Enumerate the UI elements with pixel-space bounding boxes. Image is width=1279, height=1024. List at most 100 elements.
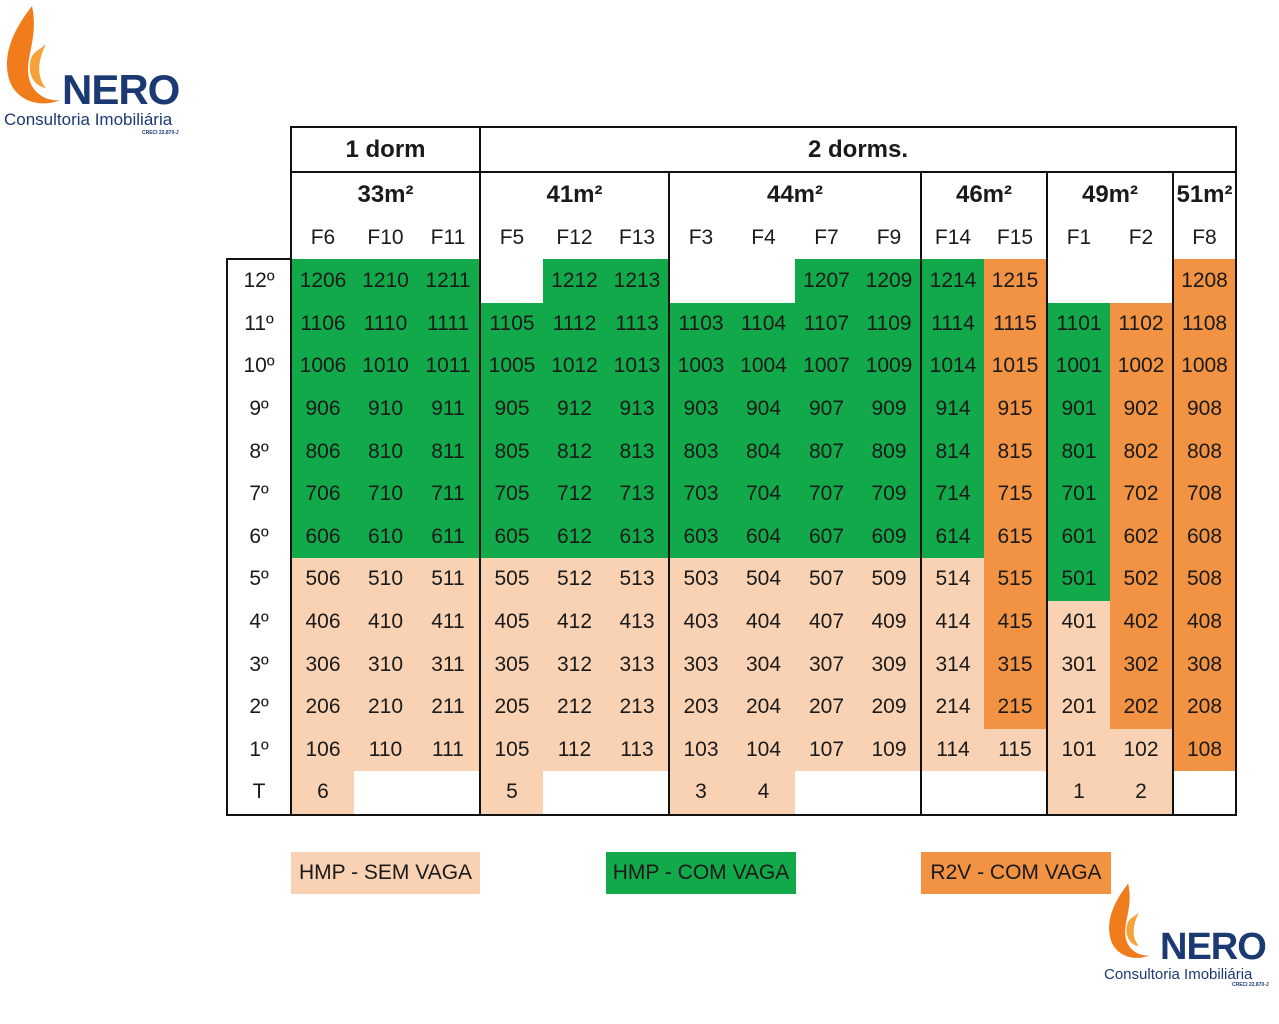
unit-cell: 415 — [984, 600, 1048, 644]
unit-cell: 1015 — [984, 345, 1048, 388]
unit-cell: 103 — [669, 728, 732, 772]
unit-cell: 1008 — [1173, 345, 1237, 388]
unit-cell: 1004 — [732, 345, 795, 388]
unit-cell: 1010 — [354, 345, 417, 388]
unit-cell: 310 — [354, 643, 417, 686]
type-header: 2 dorms. — [479, 126, 1237, 173]
unit-cell: 306 — [291, 643, 354, 686]
unit-cell: 703 — [669, 472, 732, 516]
unit-cell: 913 — [606, 387, 670, 431]
unit-cell: 701 — [1047, 472, 1110, 516]
column-header: F7 — [814, 225, 839, 249]
unit-cell: 503 — [669, 558, 732, 601]
unit-cell: 204 — [732, 685, 795, 729]
unit-cell: 813 — [606, 430, 670, 473]
unit-cell: 213 — [606, 685, 670, 729]
unit-cell: 107 — [795, 728, 858, 772]
unit-cell: 404 — [732, 600, 795, 644]
unit-cell: 409 — [858, 600, 922, 644]
legend-r2v-com-vaga: R2V - COM VAGA — [921, 852, 1111, 894]
area-header: 41m² — [479, 172, 670, 216]
unit-cell — [606, 771, 670, 816]
unit-cell: 314 — [921, 643, 984, 686]
unit-cell: 1114 — [921, 302, 984, 346]
unit-cell: 108 — [1173, 728, 1237, 772]
unit-cell: 705 — [480, 472, 543, 516]
unit-cell: 1006 — [291, 345, 354, 388]
unit-cell — [921, 771, 984, 816]
floor-label: 10º — [226, 345, 292, 388]
unit-cell: 207 — [795, 685, 858, 729]
unit-cell: 1 — [1047, 771, 1110, 816]
unit-cell: 605 — [480, 515, 543, 559]
unit-cell: 712 — [543, 472, 606, 516]
floor-row: 10º 1006 1010 1011 1005 1012 1013 1003 1004 1007 1… — [226, 345, 1237, 388]
unit-cell: 805 — [480, 430, 543, 473]
unit-cell: 1110 — [354, 302, 417, 346]
floor-row: 9º 906 910 911 905 912 913 903 904 907 909 914 915 90… — [226, 387, 1237, 431]
unit-cell: 208 — [1173, 685, 1237, 729]
floor-label: 7º — [226, 472, 292, 516]
unit-cell: 311 — [417, 643, 481, 686]
logo-subtitle: Consultoria Imobiliária — [4, 110, 173, 129]
floor-row: 1º 106 110 111 105 112 113 103 104 107 109 114 115 10… — [226, 728, 1237, 772]
unit-cell: 1109 — [858, 302, 922, 346]
unit-cell — [543, 771, 606, 816]
unit-cell — [1047, 259, 1110, 303]
unit-cell — [858, 771, 922, 816]
unit-cell: 1112 — [543, 302, 606, 346]
unit-cell: 912 — [543, 387, 606, 431]
floor-label: 3º — [226, 643, 292, 686]
unit-cell: 713 — [606, 472, 670, 516]
floor-row: 5º 506 510 511 505 512 513 503 504 507 509 514 515 50… — [226, 558, 1237, 601]
unit-cell: 915 — [984, 387, 1048, 431]
unit-cell: 3 — [669, 771, 732, 816]
unit-cell: 1111 — [417, 302, 481, 346]
legend-hmp-com-vaga: HMP - COM VAGA — [606, 852, 796, 894]
unit-cell: 201 — [1047, 685, 1110, 729]
unit-cell: 802 — [1110, 430, 1174, 473]
unit-cell: 502 — [1110, 558, 1174, 601]
unit-cell: 109 — [858, 728, 922, 772]
unit-cell: 1013 — [606, 345, 670, 388]
unit-cell: 901 — [1047, 387, 1110, 431]
floor-label: 6º — [226, 515, 292, 559]
unit-cell: 4 — [732, 771, 795, 816]
unit-cell: 607 — [795, 515, 858, 559]
unit-cell: 807 — [795, 430, 858, 473]
unit-cell: 811 — [417, 430, 481, 473]
unit-cell — [795, 771, 858, 816]
unit-cell: 1211 — [417, 259, 481, 303]
unit-cell — [354, 771, 417, 816]
unit-cell: 304 — [732, 643, 795, 686]
unit-cell: 814 — [921, 430, 984, 473]
unit-cell: 512 — [543, 558, 606, 601]
unit-cell: 405 — [480, 600, 543, 644]
column-header: F13 — [606, 216, 670, 259]
unit-cell: 313 — [606, 643, 670, 686]
floor-row: 6º 606 610 611 605 612 613 603 604 607 609 614 615 60… — [226, 515, 1237, 559]
floor-row: 7º 706 710 711 705 712 713 703 704 707 709 714 715 70… — [226, 472, 1237, 516]
unit-cell — [1110, 259, 1174, 303]
unit-cell: 614 — [921, 515, 984, 559]
unit-cell: 815 — [984, 430, 1048, 473]
unit-cell: 203 — [669, 685, 732, 729]
unit-cell: 610 — [354, 515, 417, 559]
unit-cell: 903 — [669, 387, 732, 431]
unit-cell: 1214 — [921, 259, 984, 303]
unit-cell: 808 — [1173, 430, 1237, 473]
unit-cell: 704 — [732, 472, 795, 516]
unit-cell: 906 — [291, 387, 354, 431]
unit-cell: 905 — [480, 387, 543, 431]
unit-cell: 907 — [795, 387, 858, 431]
unit-cell: 1103 — [669, 302, 732, 346]
unit-cell: 806 — [291, 430, 354, 473]
unit-cell: 506 — [291, 558, 354, 601]
unit-cell — [1173, 771, 1237, 816]
unit-cell: 205 — [480, 685, 543, 729]
unit-cell: 509 — [858, 558, 922, 601]
unit-cell: 1208 — [1173, 259, 1237, 303]
legend-hmp-sem-vaga: HMP - SEM VAGA — [291, 852, 480, 894]
logo-creci: CRECI 22.870-J — [142, 130, 179, 136]
unit-cell: 1209 — [858, 259, 922, 303]
